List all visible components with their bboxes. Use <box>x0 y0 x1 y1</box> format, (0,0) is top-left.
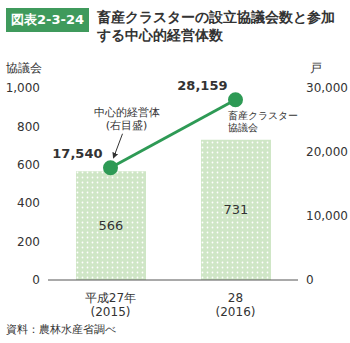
svg-text:17,540: 17,540 <box>52 146 102 161</box>
svg-text:0: 0 <box>306 273 314 287</box>
svg-text:600: 600 <box>17 158 40 172</box>
svg-text:1,000: 1,000 <box>6 81 40 95</box>
svg-text:畜産クラスター協議会: 畜産クラスター協議会 <box>228 110 298 133</box>
svg-text:800: 800 <box>17 120 40 134</box>
svg-text:28,159: 28,159 <box>177 78 227 93</box>
svg-text:協議会: 協議会 <box>6 61 42 75</box>
html-text:畜産クラスターの設立協議会数と参加する中心的経営体数: 畜産クラスターの設立協議会数と参加する中心的経営体数 <box>97 9 335 43</box>
svg-text:中心的経営体(右目盛): 中心的経営体(右目盛) <box>94 106 160 132</box>
html-text:図表2-3-24: 図表2-3-24 <box>11 12 84 27</box>
svg-text:10,000: 10,000 <box>306 209 348 223</box>
svg-text:戸: 戸 <box>310 61 322 75</box>
svg-text:731: 731 <box>224 202 249 217</box>
svg-text:28(2016): 28(2016) <box>216 291 256 318</box>
svg-text:400: 400 <box>17 196 40 210</box>
svg-text:566: 566 <box>99 218 124 233</box>
svg-text:200: 200 <box>17 235 40 249</box>
svg-text:0: 0 <box>32 273 40 287</box>
svg-text:平成27年(2015): 平成27年(2015) <box>85 291 136 318</box>
svg-text:30,000: 30,000 <box>306 81 348 95</box>
svg-text:20,000: 20,000 <box>306 145 348 159</box>
html-text:資料：農林水産省調べ: 資料：農林水産省調べ <box>6 323 116 336</box>
